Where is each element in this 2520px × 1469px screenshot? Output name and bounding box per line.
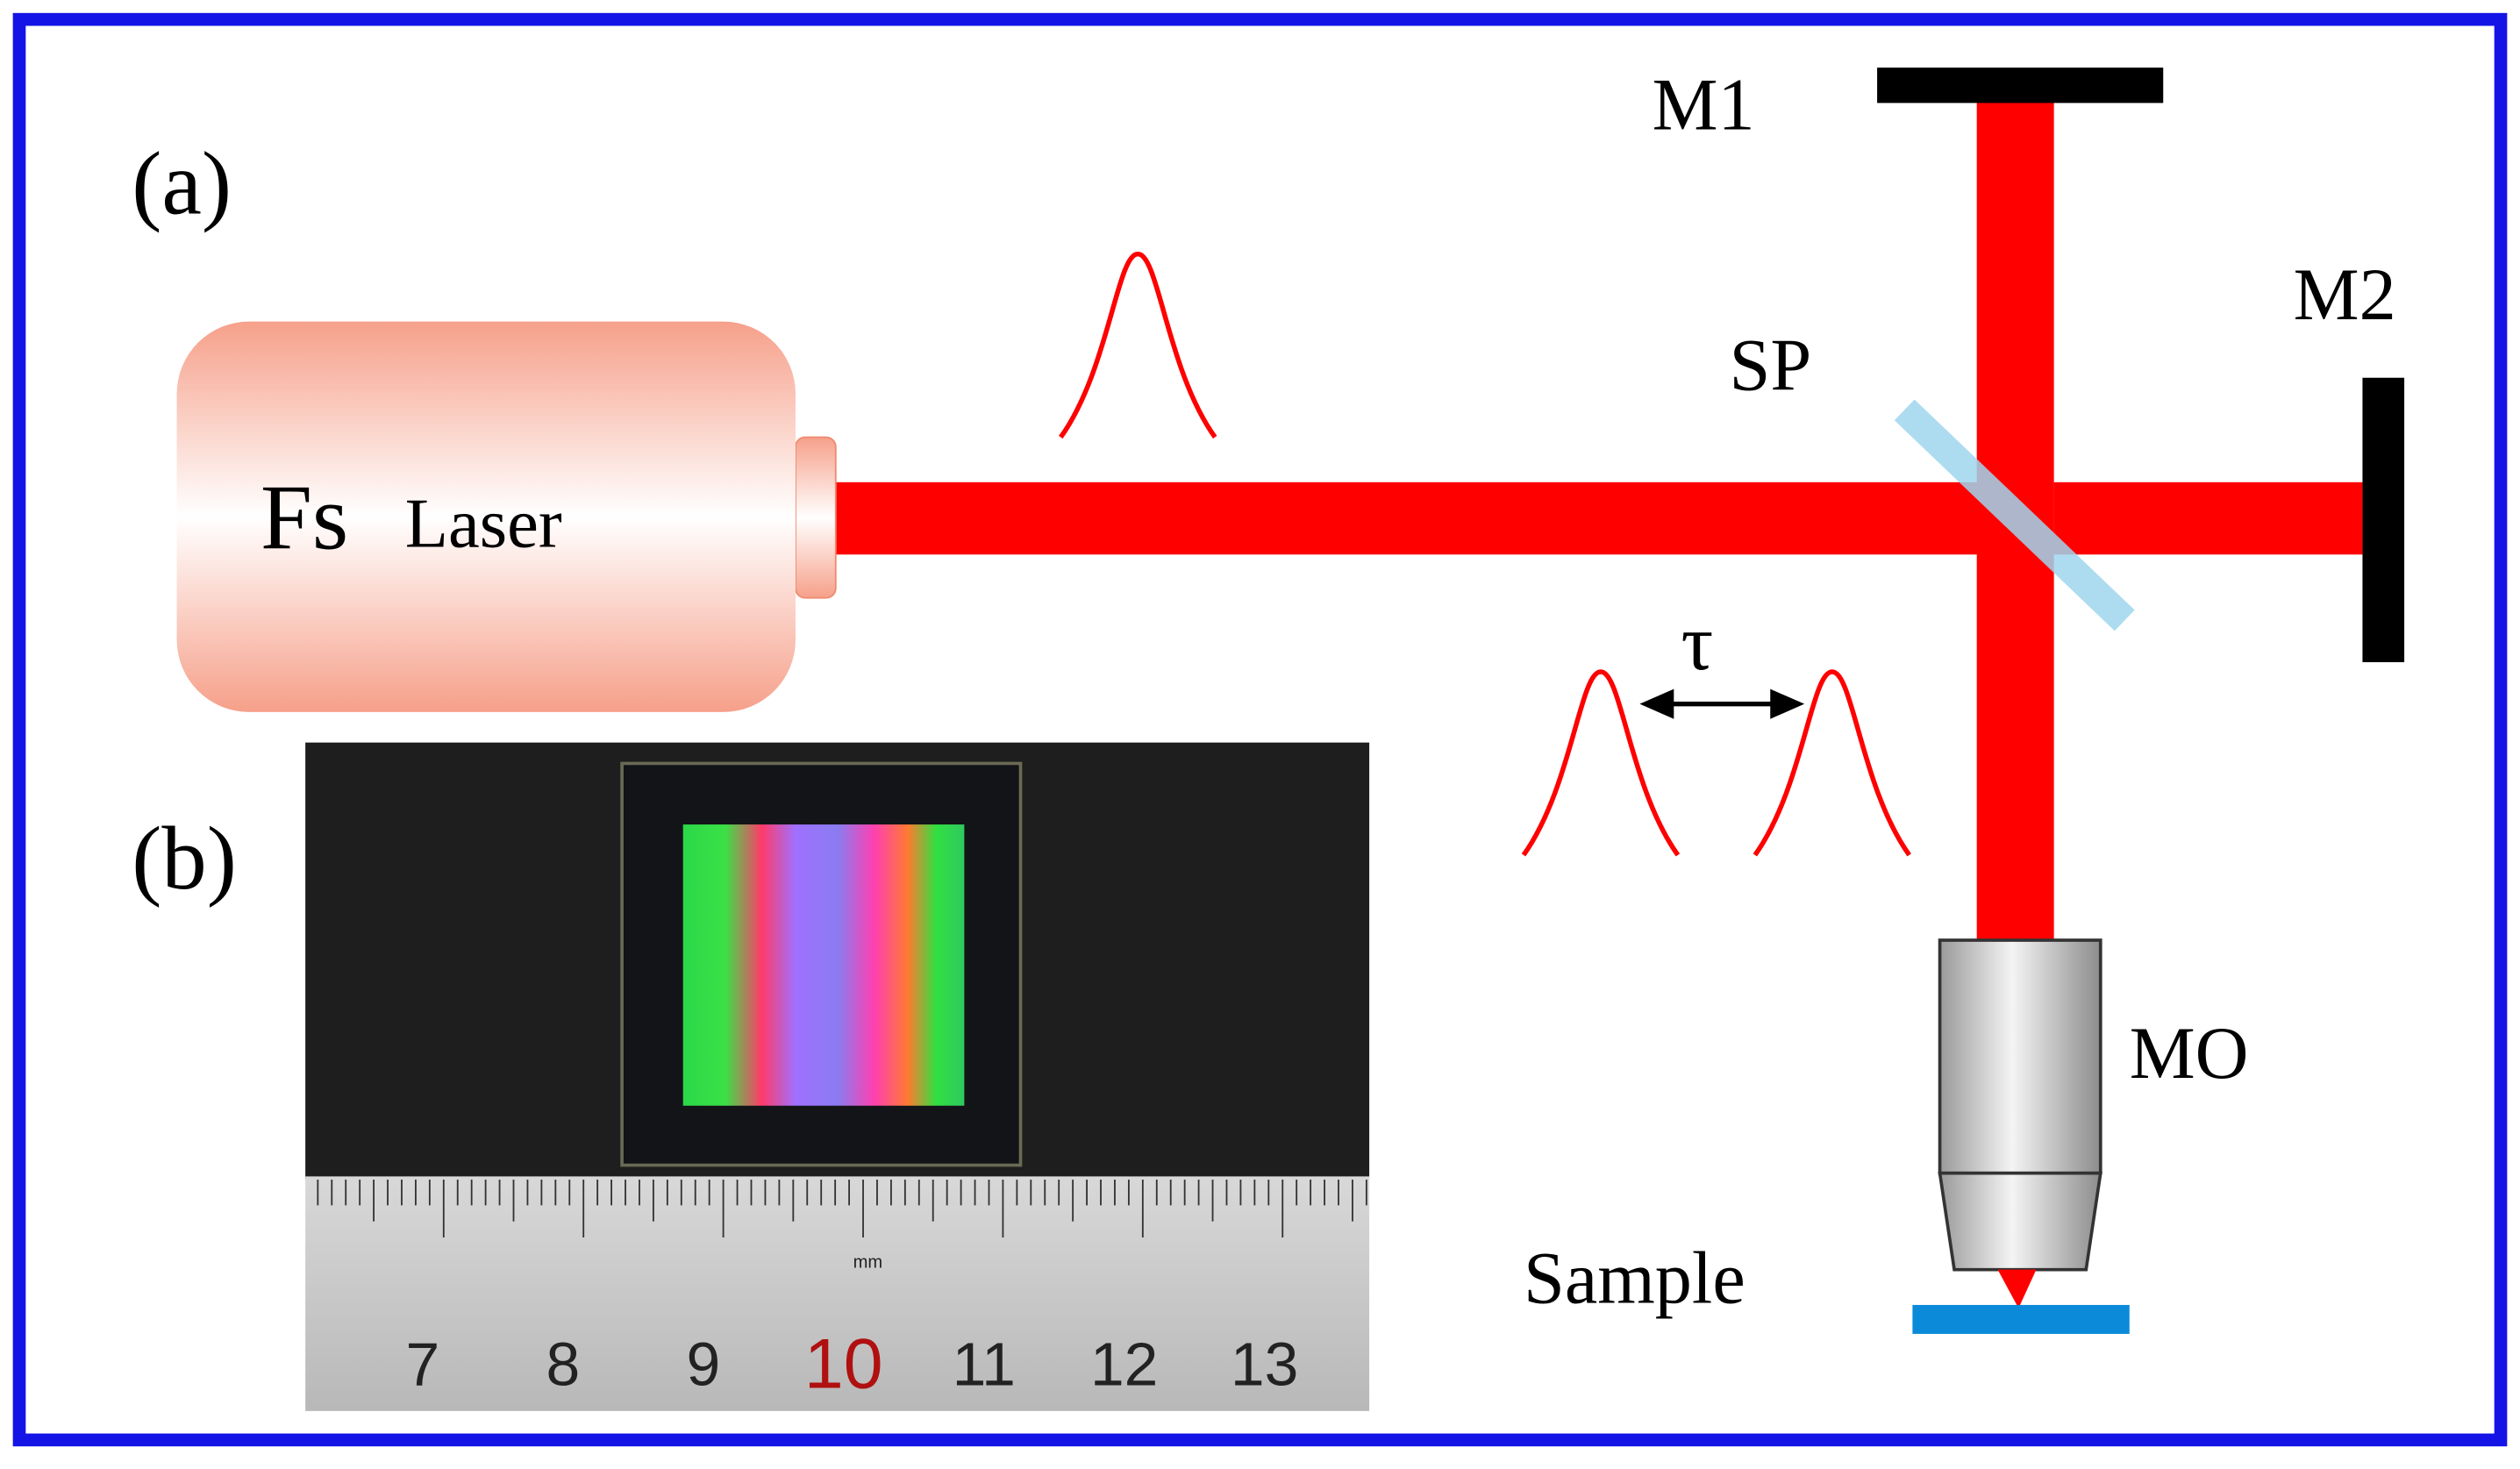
ruler-ticks <box>317 1180 1367 1238</box>
label-m2: M2 <box>2294 254 2396 336</box>
ruler <box>305 1176 1370 1411</box>
mirror-m2 <box>2362 377 2405 663</box>
laser-nozzle <box>795 436 837 599</box>
beam-m2 <box>2053 481 2363 555</box>
focus <box>1997 1269 2037 1309</box>
laser-prefix: Fs <box>261 466 348 569</box>
ruler-number: 9 <box>686 1330 720 1399</box>
ruler-number: 12 <box>1090 1330 1158 1399</box>
objective-tip <box>1938 1171 2102 1272</box>
ruler-number: 8 <box>546 1330 580 1399</box>
ruler-number: 13 <box>1231 1330 1298 1399</box>
label-m1: M1 <box>1653 65 1755 146</box>
sample-plate <box>1912 1304 2130 1334</box>
ruler-number: 7 <box>406 1330 440 1399</box>
pulses <box>1059 251 1911 857</box>
label-delay: τ <box>1681 597 1714 687</box>
grating <box>682 824 965 1106</box>
photo: mm 7 8 9 10 11 12 13 <box>305 742 1370 1411</box>
panel-label: (b) <box>132 809 237 909</box>
ruler-number: 11 <box>953 1330 1016 1399</box>
objective <box>1938 938 2102 1175</box>
ruler-number: 10 <box>804 1325 883 1404</box>
label-sample: Sample <box>1524 1237 1745 1319</box>
panel-label: (a) <box>132 135 232 234</box>
label-sp: SP <box>1730 325 1812 407</box>
ruler-unit: mm <box>853 1253 883 1273</box>
beam-horizontal <box>835 481 2054 555</box>
laser-label: Laser <box>405 484 562 562</box>
delay-arrow <box>1639 688 1805 719</box>
label-mo: MO <box>2130 1013 2249 1095</box>
splitter <box>1894 399 2135 631</box>
laser-body <box>176 321 796 712</box>
mirror-m1 <box>1877 68 2164 103</box>
